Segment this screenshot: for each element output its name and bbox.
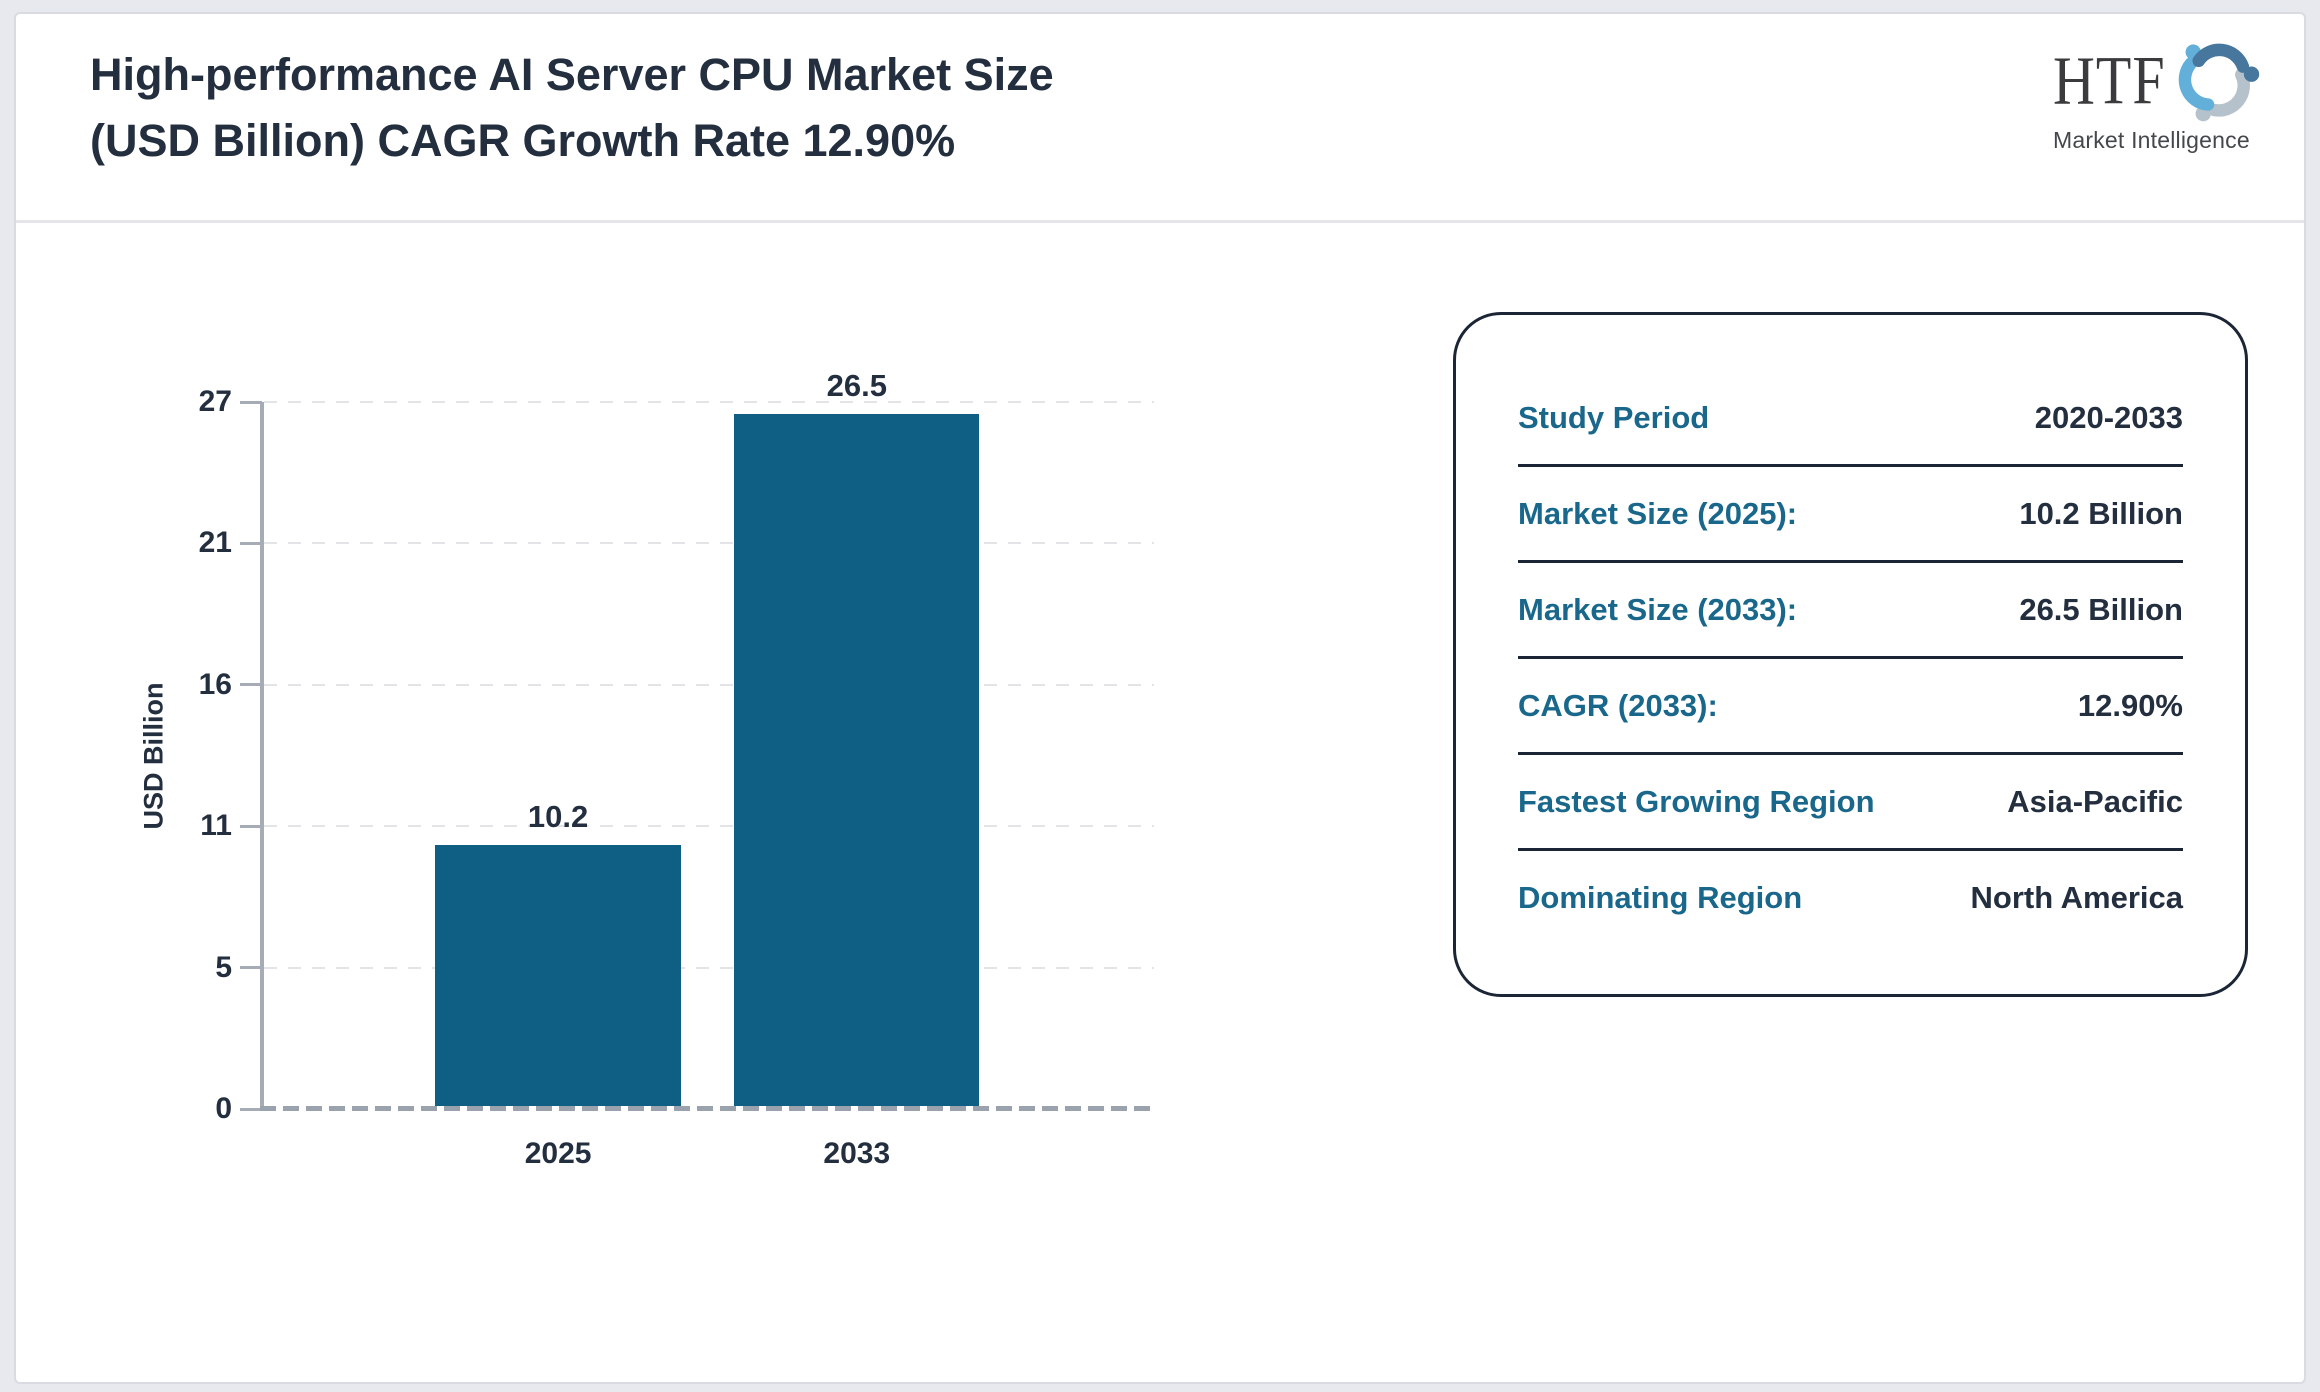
info-row-market-size-2033: Market Size (2033): 26.5 Billion bbox=[1518, 563, 2183, 659]
info-row-value: 10.2 Billion bbox=[2019, 495, 2183, 531]
grid-line bbox=[264, 825, 1154, 828]
y-tick-label: 21 bbox=[198, 526, 232, 560]
header-divider bbox=[16, 220, 2304, 223]
info-row-dominating-region: Dominating Region North America bbox=[1518, 851, 2183, 944]
grid-line bbox=[264, 966, 1154, 969]
grid-line bbox=[264, 683, 1154, 686]
info-row-market-size-2025: Market Size (2025): 10.2 Billion bbox=[1518, 467, 2183, 563]
htf-logo-text: HTF bbox=[2053, 42, 2166, 119]
info-row-label: Market Size (2025): bbox=[1518, 495, 1798, 531]
y-axis-tick bbox=[240, 824, 262, 828]
y-tick-label: 5 bbox=[215, 950, 232, 984]
grid-line bbox=[264, 542, 1154, 545]
y-axis-label: USD Billion bbox=[138, 682, 169, 829]
htf-logo-swirl-icon bbox=[2168, 32, 2264, 133]
bar-value-label: 26.5 bbox=[826, 367, 887, 403]
chart-title-line-1: High-performance AI Server CPU Market Si… bbox=[90, 49, 1054, 100]
bar-value-label: 10.2 bbox=[527, 799, 589, 835]
info-row-value: 26.5 Billion bbox=[2019, 591, 2183, 627]
x-tick-label: 2033 bbox=[823, 1137, 891, 1170]
info-row-value: 2020-2033 bbox=[2034, 399, 2183, 435]
info-row-study-period: Study Period 2020-2033 bbox=[1518, 371, 2183, 467]
chart-title: High-performance AI Server CPU Market Si… bbox=[90, 42, 1054, 174]
info-row-label: Study Period bbox=[1518, 399, 1710, 435]
info-row-value: North America bbox=[1970, 879, 2183, 915]
chart-title-line-2: (USD Billion) CAGR Growth Rate 12.90% bbox=[90, 115, 956, 166]
y-axis-line bbox=[260, 402, 264, 1109]
info-row-label: Dominating Region bbox=[1518, 879, 1803, 915]
info-row-label: CAGR (2033): bbox=[1518, 687, 1718, 723]
page-canvas: High-performance AI Server CPU Market Si… bbox=[14, 12, 2306, 1384]
y-tick-label: 11 bbox=[200, 809, 232, 843]
bar-2033 bbox=[734, 413, 980, 1109]
x-axis-line bbox=[260, 1106, 1154, 1111]
info-row-label: Market Size (2033): bbox=[1518, 591, 1798, 627]
y-tick-label: 27 bbox=[198, 385, 232, 418]
info-panel: Study Period 2020-2033 Market Size (2025… bbox=[1453, 312, 2248, 997]
y-axis-tick bbox=[240, 541, 262, 545]
bar-chart-plot-area: USD Billion 0 5 11 16 21 27 10.2 2025 26.5 2033 bbox=[139, 368, 1154, 1170]
info-row-value: 12.90% bbox=[2077, 687, 2183, 723]
htf-logo: HTF Market Inte bbox=[2053, 34, 2268, 154]
bar-2025 bbox=[435, 845, 681, 1109]
info-row-value: Asia-Pacific bbox=[2007, 783, 2183, 819]
x-tick-label: 2025 bbox=[524, 1137, 592, 1170]
y-axis-tick bbox=[240, 400, 262, 404]
y-axis-tick bbox=[240, 966, 262, 970]
y-axis-tick bbox=[240, 683, 262, 687]
y-axis-tick bbox=[240, 1107, 262, 1111]
grid-line bbox=[264, 401, 1154, 403]
info-row-cagr: CAGR (2033): 12.90% bbox=[1518, 659, 2183, 755]
info-row-label: Fastest Growing Region bbox=[1518, 783, 1875, 819]
y-tick-label: 16 bbox=[198, 667, 232, 701]
info-row-fastest-growing-region: Fastest Growing Region Asia-Pacific bbox=[1518, 755, 2183, 851]
htf-logo-subtext: Market Intelligence bbox=[2053, 127, 2250, 153]
y-tick-label: 0 bbox=[215, 1092, 232, 1125]
